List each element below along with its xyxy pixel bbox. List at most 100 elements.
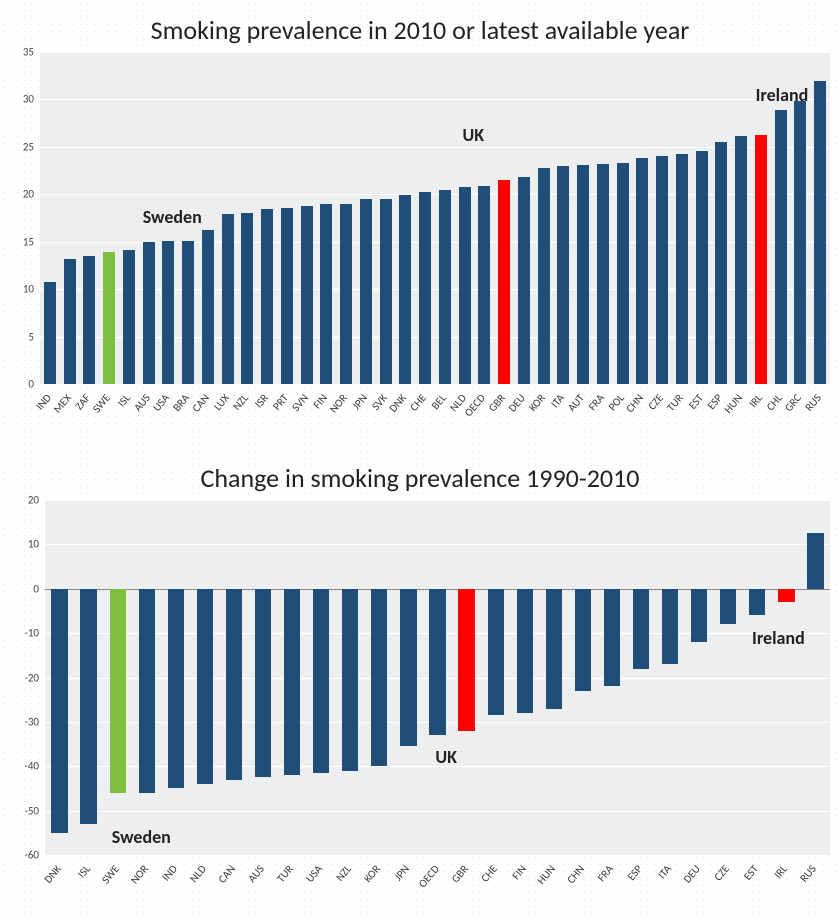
change-chart-title: Change in smoking prevalence 1990-2010 xyxy=(0,462,840,494)
change-chart-plot: -60-50-40-30-20-1001020DNKISLSWENORINDNL… xyxy=(45,500,830,855)
grid-line xyxy=(45,811,830,812)
y-tick-label: 10 xyxy=(28,538,45,551)
annotation-ireland: Ireland xyxy=(756,84,809,106)
y-tick-label: 10 xyxy=(23,283,40,296)
bar-ISL xyxy=(80,589,96,824)
bar-HUN xyxy=(735,136,747,384)
bar-RUS xyxy=(814,81,826,384)
bar-POL xyxy=(617,163,629,384)
grid-line xyxy=(40,242,830,243)
bar-ZAF xyxy=(83,256,95,384)
grid-line xyxy=(40,99,830,100)
bar-MEX xyxy=(64,259,76,384)
bar-JPN xyxy=(360,199,372,384)
bar-BRA xyxy=(182,241,194,384)
bar-NOR xyxy=(340,204,352,384)
bar-ITA xyxy=(557,166,569,384)
bar-SWE xyxy=(103,252,115,384)
grid-line xyxy=(40,52,830,53)
y-tick-label: -60 xyxy=(24,849,45,862)
bar-FRA xyxy=(604,589,620,687)
bar-CZE xyxy=(656,156,668,384)
bar-NOR xyxy=(139,589,155,793)
y-tick-label: -50 xyxy=(24,804,45,817)
bar-AUS xyxy=(143,242,155,384)
y-tick-label: -20 xyxy=(24,671,45,684)
y-tick-label: 35 xyxy=(23,46,40,59)
bar-IRL xyxy=(755,135,767,384)
bar-BEL xyxy=(439,190,451,384)
bar-OECD xyxy=(478,186,490,384)
y-tick-label: -30 xyxy=(24,715,45,728)
bar-ESP xyxy=(715,142,727,384)
bar-HUN xyxy=(546,589,562,709)
bar-SVN xyxy=(301,206,313,384)
y-tick-label: 25 xyxy=(23,140,40,153)
bar-AUS xyxy=(255,589,271,778)
bar-SWE xyxy=(110,589,126,793)
bar-KOR xyxy=(371,589,387,767)
y-tick-label: -10 xyxy=(24,627,45,640)
bar-TUR xyxy=(676,154,688,384)
bar-ISR xyxy=(261,209,273,384)
grid-line xyxy=(45,855,830,856)
bar-GBR xyxy=(458,589,474,731)
grid-line xyxy=(40,194,830,195)
bar-JPN xyxy=(400,589,416,747)
y-tick-label: 0 xyxy=(28,378,40,391)
bar-NZL xyxy=(342,589,358,771)
y-tick-label: 20 xyxy=(28,494,45,507)
grid-line xyxy=(40,289,830,290)
bar-ESP xyxy=(633,589,649,669)
bar-CAN xyxy=(226,589,242,780)
bar-CHE xyxy=(419,192,431,384)
bar-NLD xyxy=(197,589,213,784)
bar-CAN xyxy=(202,230,214,384)
y-tick-label: 20 xyxy=(23,188,40,201)
annotation-ireland: Ireland xyxy=(752,627,805,649)
annotation-uk: UK xyxy=(435,746,457,768)
y-tick-label: 0 xyxy=(33,582,45,595)
annotation-uk: UK xyxy=(462,124,484,146)
bar-FIN xyxy=(517,589,533,713)
bar-DNK xyxy=(51,589,67,833)
bar-LUX xyxy=(222,214,234,384)
bar-CHN xyxy=(636,158,648,384)
bar-IRL xyxy=(778,589,794,602)
bar-IND xyxy=(168,589,184,789)
bar-ITA xyxy=(662,589,678,664)
bar-AUT xyxy=(577,165,589,384)
bar-FRA xyxy=(597,164,609,384)
bar-FIN xyxy=(320,204,332,384)
bar-ISL xyxy=(123,250,135,384)
y-tick-label: 30 xyxy=(23,93,40,106)
y-tick-label: 15 xyxy=(23,235,40,248)
bar-OECD xyxy=(429,589,445,735)
prevalence-chart-plot: 05101520253035INDMEXZAFSWEISLAUSUSABRACA… xyxy=(40,52,830,384)
annotation-sweden: Sweden xyxy=(143,206,202,228)
grid-line xyxy=(40,384,830,385)
bar-RUS xyxy=(807,533,823,588)
bar-NLD xyxy=(459,187,471,384)
bar-EST xyxy=(696,151,708,384)
bar-PRT xyxy=(281,208,293,384)
bar-NZL xyxy=(241,213,253,384)
bar-IND xyxy=(44,282,56,384)
bar-GRC xyxy=(794,101,806,384)
y-tick-label: 5 xyxy=(28,330,40,343)
bar-KOR xyxy=(538,168,550,384)
bar-CHN xyxy=(575,589,591,691)
bar-USA xyxy=(162,241,174,384)
bar-EST xyxy=(749,589,765,616)
grid-line xyxy=(45,500,830,501)
bar-SVK xyxy=(380,199,392,384)
bar-DNK xyxy=(399,195,411,384)
bar-DEU xyxy=(691,589,707,642)
bar-GBR xyxy=(498,180,510,384)
grid-line xyxy=(40,147,830,148)
bar-TUR xyxy=(284,589,300,775)
bar-USA xyxy=(313,589,329,773)
bar-CHE xyxy=(488,589,504,715)
grid-line xyxy=(45,544,830,545)
bar-CZE xyxy=(720,589,736,625)
